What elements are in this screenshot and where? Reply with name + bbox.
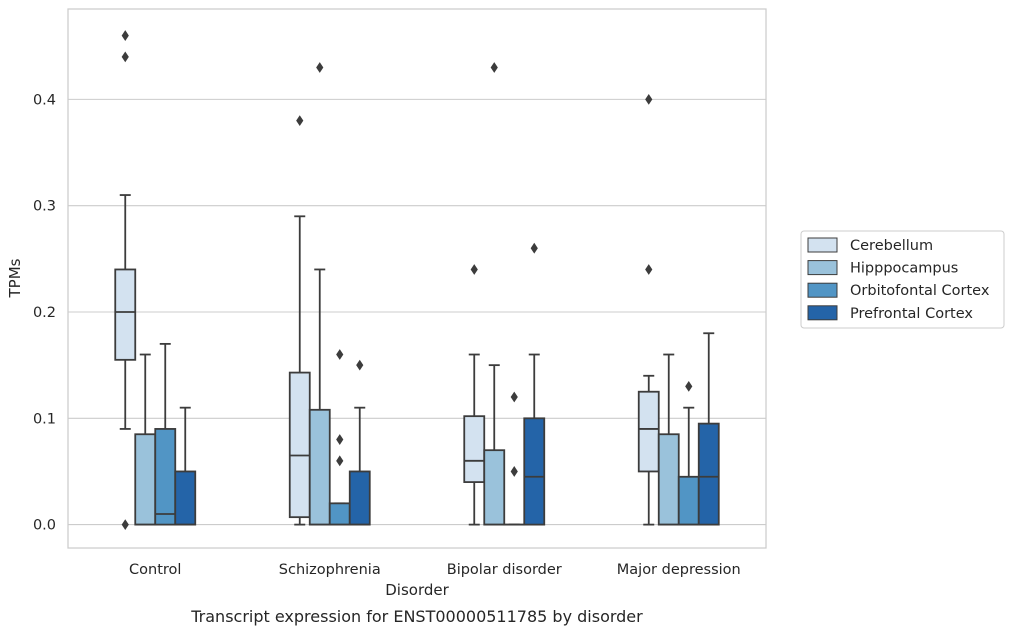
outlier-point [645, 93, 653, 105]
box-rect [463, 415, 486, 483]
plot-frame [67, 8, 767, 549]
x-tick-label: Major depression [617, 562, 741, 578]
boxes [114, 30, 720, 531]
y-tick-label: 0.0 [33, 518, 56, 534]
outlier-point [121, 30, 129, 41]
box-element [114, 30, 137, 531]
legend: Cerebellum Hipppocampus Orbitofontal Corte… [800, 230, 1005, 329]
box-rect [348, 470, 371, 526]
x-tick-label: Bipolar disorder [447, 562, 562, 578]
box-element [697, 332, 720, 526]
legend-label: Hipppocampus [850, 261, 958, 277]
outlier-point [121, 51, 129, 63]
legend-swatch [807, 305, 838, 321]
legend-swatch [807, 237, 838, 253]
box-rect [308, 408, 331, 526]
outlier-point [356, 359, 364, 371]
box-element [328, 349, 351, 526]
outlier-point [121, 519, 129, 531]
box-element [677, 381, 700, 526]
box-rect [288, 371, 311, 519]
box-rect [523, 417, 546, 526]
outlier-point [316, 62, 324, 73]
outlier-point [470, 264, 478, 275]
y-tick-label: 0.4 [33, 92, 56, 108]
box-rect [483, 449, 506, 526]
legend-label: Cerebellum [850, 238, 933, 254]
legend-swatch [807, 260, 838, 276]
x-axis-title: Disorder [385, 581, 449, 599]
outlier-point [510, 391, 518, 403]
box-element [154, 342, 177, 526]
box-rect [134, 433, 157, 526]
outlier-point [685, 381, 693, 392]
outlier-point [336, 455, 344, 467]
y-tick-label: 0.2 [33, 305, 56, 321]
box-element [657, 353, 680, 526]
box-rect [114, 268, 137, 361]
outlier-point [296, 115, 304, 127]
box-element [288, 115, 311, 526]
outlier-point [490, 62, 498, 73]
chart-caption: Transcript expression for ENST0000051178… [190, 607, 643, 626]
x-tick-labels: Control Schizophrenia Bipolar disorder Majo… [129, 562, 741, 578]
box-element [523, 242, 546, 526]
box-element [174, 406, 197, 526]
legend-swatch [807, 282, 838, 298]
outlier-point [336, 349, 344, 360]
box-rect [174, 470, 197, 526]
box-rect [154, 428, 177, 526]
x-tick-label: Schizophrenia [279, 562, 381, 578]
box-element [308, 62, 331, 526]
box-element [503, 391, 526, 526]
y-axis-title: TPMs [6, 258, 24, 298]
outlier-point [645, 264, 653, 275]
outlier-point [510, 466, 518, 477]
box-rect [637, 390, 660, 473]
y-tick-label: 0.3 [33, 199, 56, 215]
box-element [637, 93, 660, 526]
legend-frame [800, 230, 1005, 329]
y-tick-labels: 0.0 0.1 0.2 0.3 0.4 [33, 92, 56, 533]
legend-label: Orbitofontal Cortex [850, 283, 990, 299]
box-element [483, 62, 506, 526]
legend-label: Prefrontal Cortex [850, 306, 973, 322]
x-tick-label: Control [129, 562, 181, 578]
outlier-point [530, 242, 538, 254]
box-element [463, 264, 486, 526]
outlier-point [336, 434, 344, 445]
y-tick-label: 0.1 [33, 411, 56, 427]
box-element [134, 353, 157, 526]
box-rect [697, 422, 720, 526]
box-rect [677, 475, 700, 526]
box-rect [328, 502, 351, 526]
box-element [348, 359, 371, 526]
box-rect [657, 433, 680, 526]
